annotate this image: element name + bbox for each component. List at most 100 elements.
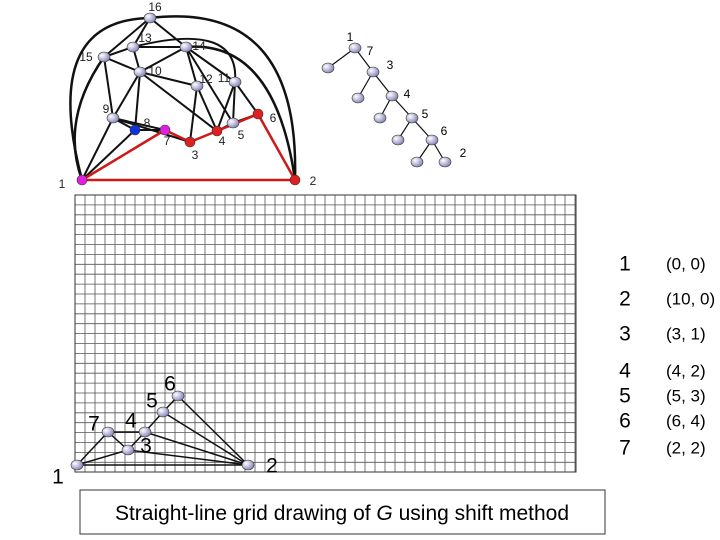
vertex-number: 3 [619,323,631,346]
vertex-number: 5 [619,385,631,408]
edge [149,17,187,48]
vertex [385,90,399,102]
vertex [425,134,439,146]
vertex [351,92,365,104]
caption-text: using shift method [393,502,569,525]
vertex [101,426,115,438]
edge [103,17,151,58]
vertex [228,76,242,88]
caption-text: Straight-line grid drawing of [115,502,376,525]
drawing-label: 2 [266,455,278,478]
grid-frame [74,194,577,473]
vertex-label: 1 [59,177,66,191]
tree-label: 6 [441,124,448,138]
vertex-label: 14 [192,39,206,53]
edge [185,46,236,83]
vertex [70,459,84,471]
drawing-label: 7 [88,413,100,436]
vertex [121,444,135,456]
vertex-label: 5 [238,128,245,142]
edge [76,431,109,466]
edge [256,113,297,181]
vertex [184,136,196,148]
vertex [156,406,170,418]
vertex [226,117,240,129]
vertex-coordinate: (2, 2) [666,438,706,457]
vertex [373,112,387,124]
vertex-number: 6 [619,410,631,433]
vertex-label: 8 [144,116,151,130]
vertex-coordinate: (5, 3) [666,386,706,405]
edge [185,45,297,181]
vertex [391,134,405,146]
vertex [366,66,380,78]
caption-box [79,489,606,535]
tree-label: 2 [460,146,467,160]
edge [232,81,236,124]
vertex [106,112,120,124]
vertex-label: 11 [218,71,231,85]
vertex-label: 7 [164,134,171,148]
edge [177,395,249,466]
vertex-number: 2 [619,288,631,311]
edge [149,15,297,181]
edge [132,37,237,83]
vertex [321,62,335,74]
edge [216,81,236,132]
tree-label: 3 [387,58,394,72]
caption-variable: G [376,502,392,525]
vertex-label: 6 [270,111,277,125]
edge [81,117,114,181]
tree-label: 5 [422,107,429,121]
drawing-label: 5 [146,390,158,413]
edge [134,71,141,131]
edge [127,449,249,466]
vertex-label: 9 [103,102,110,116]
edge [76,449,129,466]
edge [196,85,218,132]
vertex [97,51,111,63]
edge [162,411,249,466]
vertex-number: 7 [619,437,631,460]
vertex-label: 15 [79,50,93,64]
edge [103,56,114,119]
vertex-label: 10 [148,64,162,78]
vertex-label: 4 [219,134,226,148]
edge [139,71,198,87]
drawing-label: 6 [164,373,176,396]
vertex-coordinate: (10, 0) [666,289,715,308]
vertex [405,112,419,124]
edge [81,129,136,181]
edge [185,46,198,87]
vertex [211,125,223,137]
edge [112,71,141,119]
drawing-label: 4 [125,410,137,433]
vertex [129,124,141,136]
vertex-label: 13 [138,31,152,45]
drawing-label: 3 [140,435,152,458]
tree-label: 1 [347,30,354,44]
vertex [410,156,424,168]
vertex [179,41,193,53]
vertex [126,41,140,53]
edge [103,56,141,73]
tree-label: 7 [367,44,374,58]
vertex [241,459,255,471]
drawing-label: 1 [52,466,64,489]
edge [144,431,249,466]
edge [73,56,106,181]
vertex [133,66,147,78]
vertex [171,390,185,402]
edge [112,117,166,131]
edges [69,15,446,466]
vertex [190,80,204,92]
edge [132,17,151,48]
vertex-label: 16 [148,0,162,14]
grid [74,194,577,473]
vertex [159,124,171,136]
vertex-coordinate: (4, 2) [666,361,706,380]
vertex [252,108,264,120]
caption: Straight-line grid drawing of G using sh… [115,502,569,525]
